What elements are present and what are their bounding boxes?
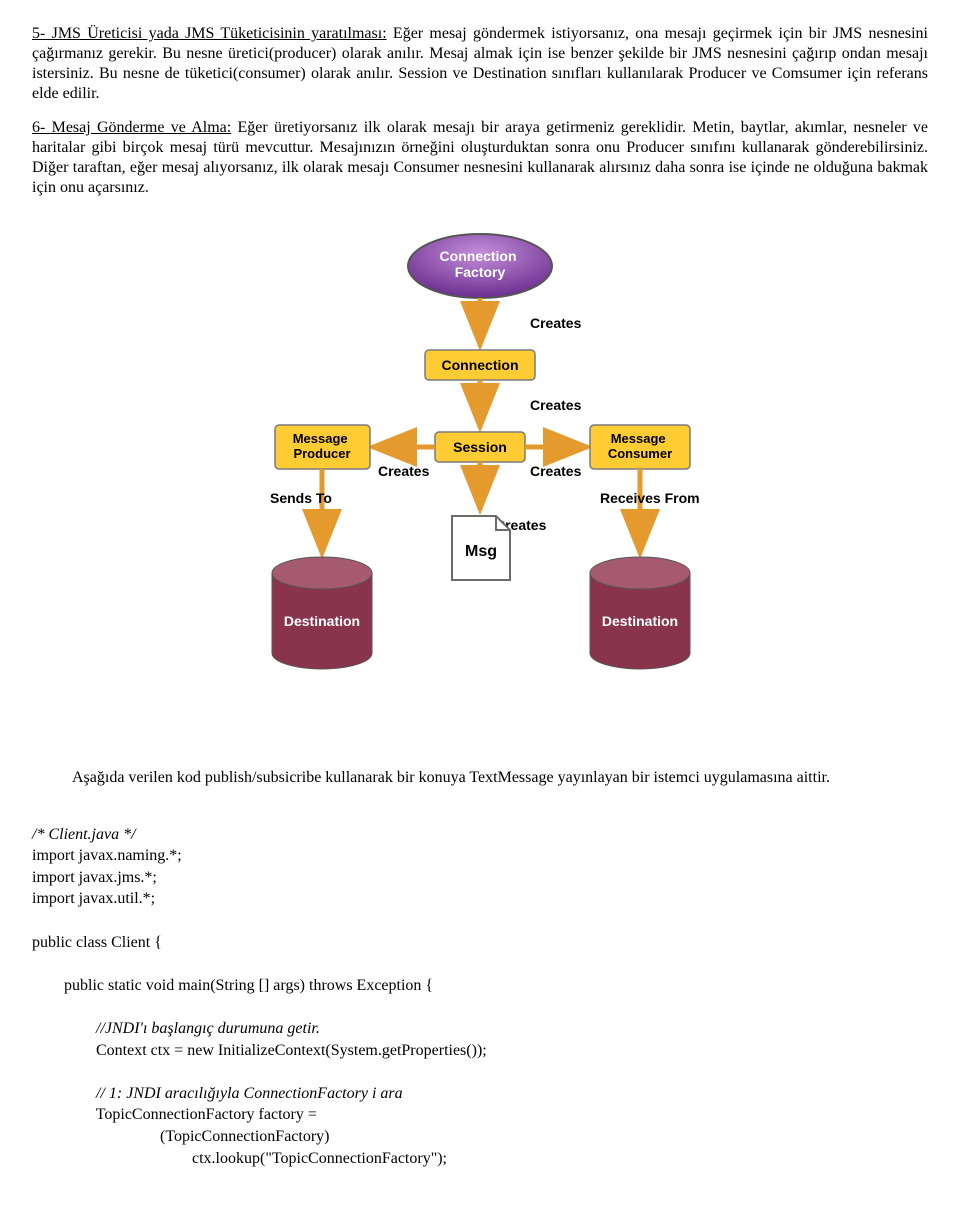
paragraph-6: 6- Mesaj Gönderme ve Alma: Eğer üretiyor… xyxy=(32,118,928,198)
code-line-9: ctx.lookup("TopicConnectionFactory"); xyxy=(32,1150,447,1167)
code-line-8: (TopicConnectionFactory) xyxy=(32,1128,330,1145)
code-line-7: TopicConnectionFactory factory = xyxy=(32,1106,317,1123)
code-comment-1: /* Client.java */ xyxy=(32,826,136,843)
code-line-1: import javax.naming.*; xyxy=(32,847,182,864)
code-line-6: Context ctx = new InitializeContext(Syst… xyxy=(32,1042,487,1059)
paragraph-code-intro: Aşağıda verilen kod publish/subsicribe k… xyxy=(32,768,928,788)
msg-label: Msg xyxy=(465,543,497,560)
label-sends-to: Sends To xyxy=(270,490,332,506)
jms-diagram: Connection Factory Creates Connection Cr… xyxy=(230,228,730,708)
code-block: /* Client.java */ import javax.naming.*;… xyxy=(32,802,928,1169)
code-line-2: import javax.jms.*; xyxy=(32,869,157,886)
code-comment-2: //JNDI'ı başlangıç durumuna getir. xyxy=(32,1020,320,1037)
label-creates-1: Creates xyxy=(530,315,582,331)
svg-text:Destination: Destination xyxy=(602,613,678,629)
destination-right: Destination xyxy=(590,557,690,669)
connection-label: Connection xyxy=(442,357,519,373)
message-producer-label: Message Producer xyxy=(293,431,352,461)
para5-heading: 5- JMS Üreticisi yada JMS Tüketicisinin … xyxy=(32,25,387,42)
svg-text:Destination: Destination xyxy=(284,613,360,629)
label-creates-3: Creates xyxy=(378,463,430,479)
label-creates-4: Creates xyxy=(530,463,582,479)
code-comment-3: // 1: JNDI aracılığıyla ConnectionFactor… xyxy=(32,1085,403,1102)
code-line-4: public class Client { xyxy=(32,934,162,951)
paragraph-5: 5- JMS Üreticisi yada JMS Tüketicisinin … xyxy=(32,24,928,104)
label-receives-from: Receives From xyxy=(600,490,700,506)
code-line-3: import javax.util.*; xyxy=(32,890,155,907)
para6-heading: 6- Mesaj Gönderme ve Alma: xyxy=(32,119,231,136)
code-line-5: public static void main(String [] args) … xyxy=(32,977,433,994)
label-creates-2: Creates xyxy=(530,397,582,413)
session-label: Session xyxy=(453,439,507,455)
destination-left: Destination xyxy=(272,557,372,669)
message-consumer-label: Message Consumer xyxy=(608,431,672,461)
